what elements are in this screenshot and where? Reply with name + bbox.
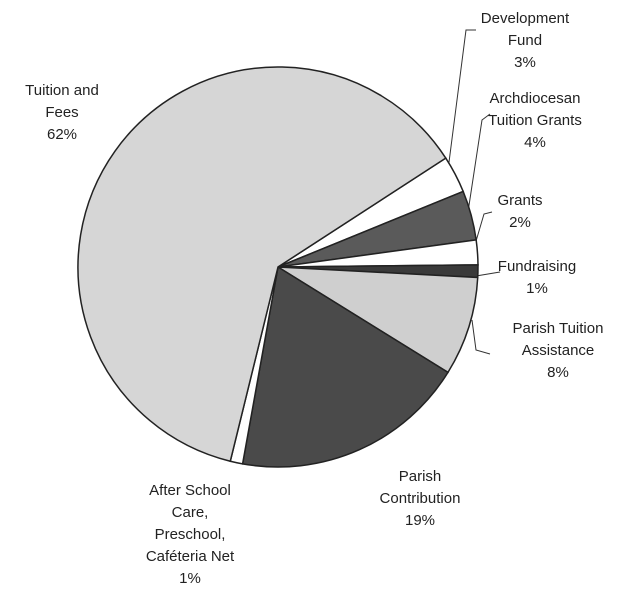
- value-label: 2%: [509, 214, 531, 231]
- value-label: 19%: [404, 512, 436, 529]
- slice-label: Parish Tuition Assistance 8%: [493, 318, 623, 384]
- slice-label: Tuition and Fees 62%: [12, 80, 112, 146]
- value-label: 3%: [514, 54, 536, 71]
- category-name: After School Care, Preschool, Caféteria …: [145, 482, 235, 565]
- leader-line: [471, 319, 491, 355]
- category-name: Fundraising: [497, 258, 577, 275]
- leader-line: [473, 211, 493, 249]
- leader-line: [475, 271, 501, 277]
- slice-label: Fundraising 1%: [487, 256, 587, 300]
- slice-label: Development Fund 3%: [470, 8, 580, 74]
- category-name: Tuition and Fees: [25, 82, 99, 121]
- category-name: Parish Contribution: [379, 468, 461, 507]
- leader-line: [467, 113, 491, 213]
- category-name: Grants: [497, 192, 543, 209]
- value-label: 8%: [547, 364, 569, 381]
- category-name: Development Fund: [480, 10, 570, 49]
- value-label: 62%: [46, 126, 78, 143]
- value-label: 1%: [179, 570, 201, 587]
- pie-slice: [241, 265, 450, 468]
- leader-line: [447, 29, 476, 171]
- slice-label: Archdiocesan Tuition Grants 4%: [475, 88, 595, 154]
- slice-label: After School Care, Preschool, Caféteria …: [140, 480, 240, 590]
- pie-slice: [277, 266, 479, 374]
- value-label: 1%: [526, 280, 548, 297]
- slice-label: Parish Contribution 19%: [370, 466, 470, 532]
- value-label: 4%: [524, 134, 546, 151]
- pie-slice: [77, 66, 447, 463]
- slice-label: Grants 2%: [480, 190, 560, 234]
- leader-lines: [447, 29, 501, 355]
- category-name: Parish Tuition Assistance: [512, 320, 604, 359]
- category-name: Archdiocesan Tuition Grants: [488, 90, 582, 129]
